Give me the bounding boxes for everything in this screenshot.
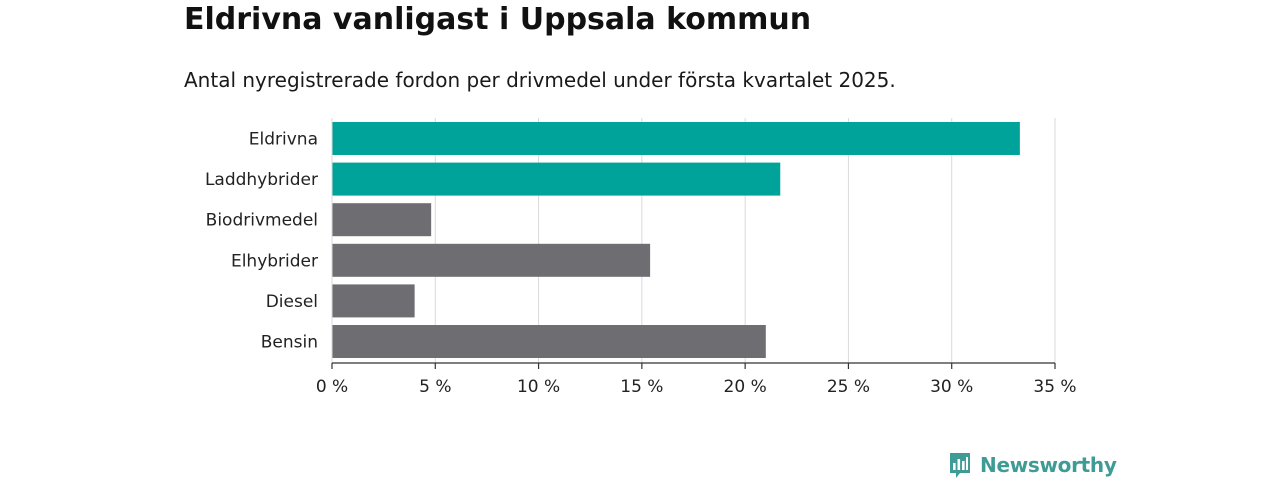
category-label: Laddhybrider bbox=[205, 170, 318, 190]
bar-diesel bbox=[332, 284, 415, 318]
bar-biodrivmedel bbox=[332, 203, 432, 237]
x-tick-label: 35 % bbox=[1033, 377, 1076, 397]
category-label: Diesel bbox=[266, 292, 318, 312]
x-tick-label: 30 % bbox=[930, 377, 973, 397]
newsworthy-logo-icon bbox=[950, 453, 970, 478]
x-tick-label: 0 % bbox=[316, 377, 348, 397]
bar-eldrivna bbox=[332, 122, 1020, 155]
brand-name: Newsworthy bbox=[980, 453, 1117, 477]
category-label: Bensin bbox=[261, 333, 318, 353]
chart-subtitle: Antal nyregistrerade fordon per drivmede… bbox=[184, 68, 896, 92]
category-label: Eldrivna bbox=[249, 130, 318, 150]
category-label: Elhybrider bbox=[231, 251, 318, 271]
bar-bensin bbox=[332, 325, 766, 358]
x-tick-label: 5 % bbox=[419, 377, 451, 397]
x-tick-label: 15 % bbox=[620, 377, 663, 397]
x-tick-label: 20 % bbox=[724, 377, 767, 397]
x-tick-label: 25 % bbox=[827, 377, 870, 397]
category-label: Biodrivmedel bbox=[206, 211, 318, 231]
chart-title: Eldrivna vanligast i Uppsala kommun bbox=[184, 2, 812, 37]
bar-elhybrider bbox=[332, 243, 651, 277]
bar-laddhybrider bbox=[332, 162, 781, 196]
brand-logo[interactable]: Newsworthy bbox=[948, 450, 1117, 480]
x-tick-label: 10 % bbox=[517, 377, 560, 397]
